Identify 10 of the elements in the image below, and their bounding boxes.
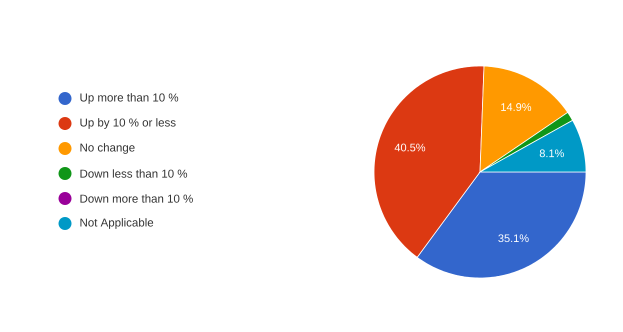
- data-label: 14.9%: [501, 103, 532, 111]
- data-label: 8.1%: [540, 149, 564, 158]
- legend-label: Down more than 10 %: [80, 194, 193, 203]
- legend-label: Up more than 10 %: [80, 93, 178, 104]
- data-label: 40.5%: [394, 144, 426, 152]
- legend-label: No change: [80, 143, 135, 154]
- legend-label: Up by 10 % or less: [80, 118, 176, 129]
- legend-label: Not Applicable: [80, 218, 154, 229]
- legend-label: Down less than 10 %: [80, 169, 188, 178]
- data-label: 35.1%: [498, 234, 529, 242]
